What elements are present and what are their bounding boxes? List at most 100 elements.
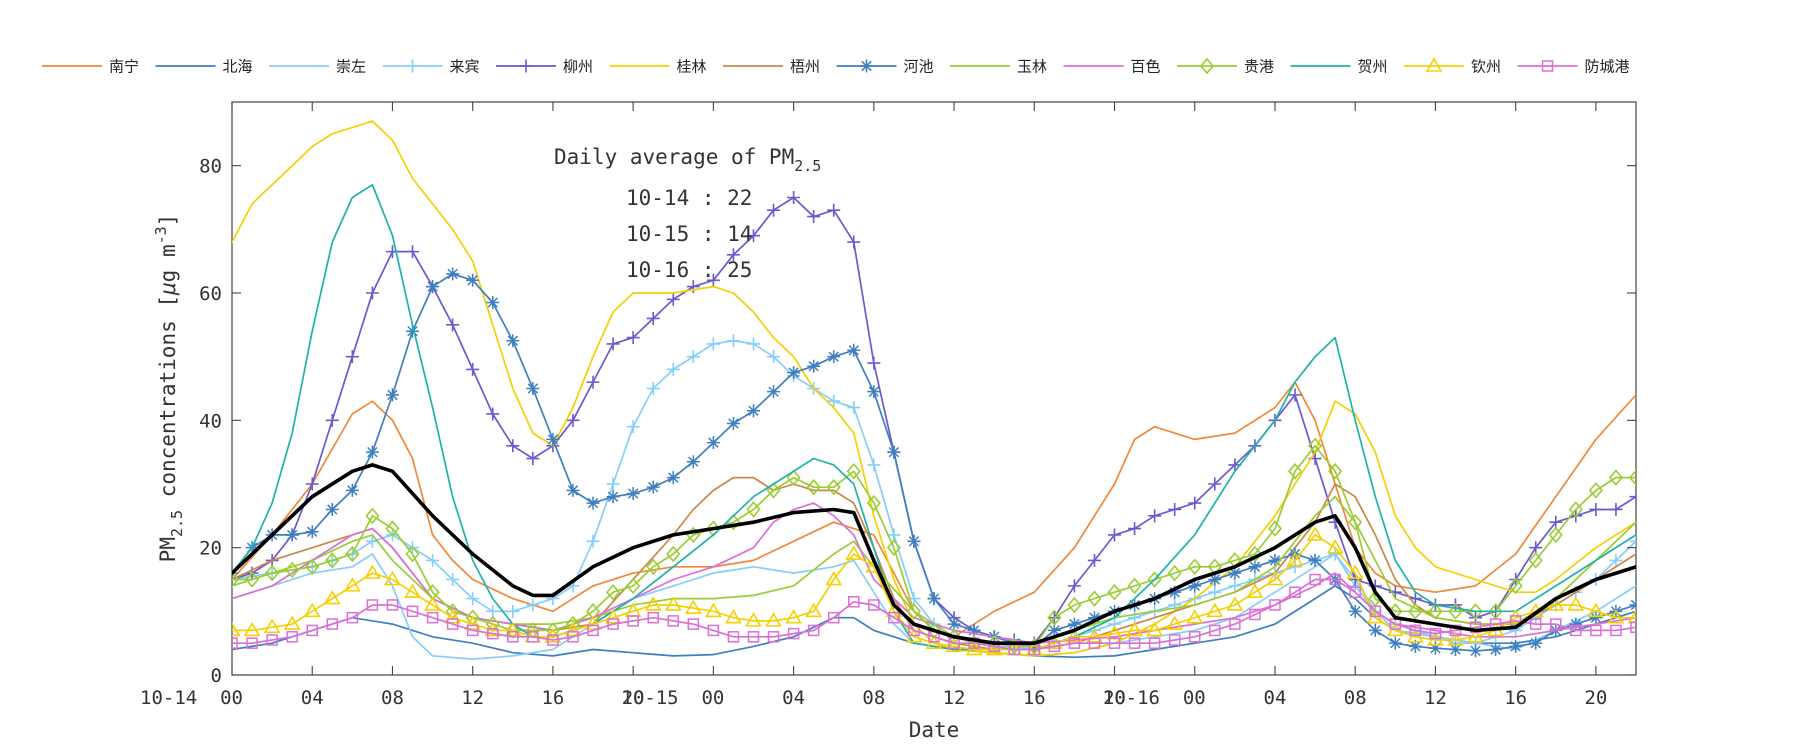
series-12-point <box>404 583 421 599</box>
series-13-point <box>1269 599 1281 611</box>
series-5 <box>232 120 1636 657</box>
series-7-point <box>1448 643 1462 657</box>
series-12-point <box>343 577 361 592</box>
series-13-point <box>386 599 399 611</box>
series-12-point <box>1447 631 1464 646</box>
legend: 南宁 北海 崇左 来宾 柳州 桂林 梧州 河池 玉林 百色 贵港 贺州 钦州 防城港 <box>42 57 1630 76</box>
series-10-point <box>1087 590 1102 607</box>
series-4-point <box>1108 528 1122 542</box>
series-4-point <box>1609 502 1623 516</box>
series-12-point <box>1607 609 1625 624</box>
x-tick-label: 10-14 00 <box>140 687 243 709</box>
x-tick-label: 04 <box>1264 687 1287 709</box>
series-4-point <box>325 413 339 427</box>
series-13-point <box>466 624 479 637</box>
annotation-title: Daily average of PM2.5 <box>554 145 821 175</box>
series-12-point <box>1206 602 1224 618</box>
daily-average-annotation: Daily average of PM2.5 10-14 : 22 10-15 … <box>554 145 821 282</box>
series-3-point <box>446 573 460 586</box>
y-axis-ticks: 0 20 40 60 80 <box>199 156 1636 687</box>
series-3-point <box>1208 585 1222 599</box>
series-7-point <box>666 471 680 485</box>
series-10-point <box>666 545 681 563</box>
x-tick-label: 12 <box>1424 687 1447 709</box>
series-12-point <box>232 621 241 637</box>
annotation-line-1015: 10-15 : 14 <box>626 222 752 246</box>
series-7-point <box>847 343 861 357</box>
series-4-point <box>1549 515 1563 529</box>
series-3-point <box>867 458 881 472</box>
series-7-point <box>546 432 560 446</box>
series-10-point <box>345 545 360 563</box>
series-10-point <box>1628 469 1636 486</box>
series-13-point <box>767 631 780 643</box>
series-7-point <box>807 359 821 373</box>
series-12-point <box>1186 609 1204 624</box>
y-tick-label: 40 <box>199 410 222 432</box>
series-12-point <box>1045 634 1063 649</box>
series-3-point <box>746 337 760 351</box>
series-12-point <box>684 599 702 614</box>
series-12-point <box>1266 570 1284 586</box>
series-13-point <box>627 615 639 627</box>
series-13-point <box>607 618 619 630</box>
series-7-point <box>365 445 379 459</box>
series-10-point <box>1468 603 1483 620</box>
series-10-point <box>265 564 280 582</box>
series-3-point <box>1609 553 1623 567</box>
series-4-point <box>746 229 760 243</box>
legend-marker <box>519 59 533 73</box>
series-12-point <box>1547 596 1565 611</box>
series-3-point <box>887 528 901 542</box>
series-12-point <box>1226 596 1244 611</box>
series-13-point <box>1209 624 1221 637</box>
legend-item: 贵港 <box>1177 58 1274 76</box>
series-13-point <box>988 640 1000 653</box>
series-13-point <box>346 611 359 624</box>
series-10-point <box>1067 596 1082 614</box>
series-13-point <box>747 631 760 643</box>
series-7-point <box>486 296 500 310</box>
series-4-point <box>767 203 781 217</box>
series-4-point <box>726 248 740 262</box>
legend-item: 来宾 <box>382 58 480 76</box>
series-4-point <box>406 245 420 259</box>
y-tick-label: 20 <box>199 538 222 560</box>
series-13-point <box>507 631 519 643</box>
series-13-point <box>647 611 659 624</box>
legend-item: 防城港 <box>1517 58 1630 76</box>
y-axis-label-close: ] <box>156 214 180 227</box>
series-10-point <box>1528 552 1543 569</box>
legend-label: 玉林 <box>1017 58 1047 76</box>
series-13-point <box>1630 621 1636 633</box>
series-10-point <box>906 603 921 620</box>
series-13-point <box>366 599 379 611</box>
series-3-point <box>1629 534 1636 548</box>
series-4-point <box>506 439 520 453</box>
series-7-point <box>406 324 420 338</box>
series-4-point <box>586 375 600 389</box>
series-4-point <box>787 191 801 204</box>
series-4-point <box>1629 490 1636 504</box>
legend-label: 柳州 <box>563 58 593 76</box>
series-12-point <box>1587 602 1605 618</box>
series-7 <box>232 267 1636 658</box>
series-13-point <box>426 611 439 624</box>
series-10-point <box>405 545 420 563</box>
legend-item: 柳州 <box>496 58 593 76</box>
series-3-point <box>1288 560 1302 574</box>
legend-item: 北海 <box>155 58 253 76</box>
series-3-point <box>666 362 680 376</box>
series-13-point <box>968 637 980 649</box>
series-10-point <box>305 558 320 575</box>
y-axis-label-pm: PM <box>156 537 180 562</box>
series-10-point <box>826 478 841 496</box>
legend-item: 梧州 <box>723 58 820 76</box>
series-10-point <box>646 558 661 575</box>
series-13-point <box>587 624 599 637</box>
series-4-point <box>646 311 660 325</box>
y-axis-label-sub: 2.5 <box>168 510 186 537</box>
annotation-title-main: Daily average of PM <box>554 145 794 169</box>
series-3-point <box>706 337 720 351</box>
